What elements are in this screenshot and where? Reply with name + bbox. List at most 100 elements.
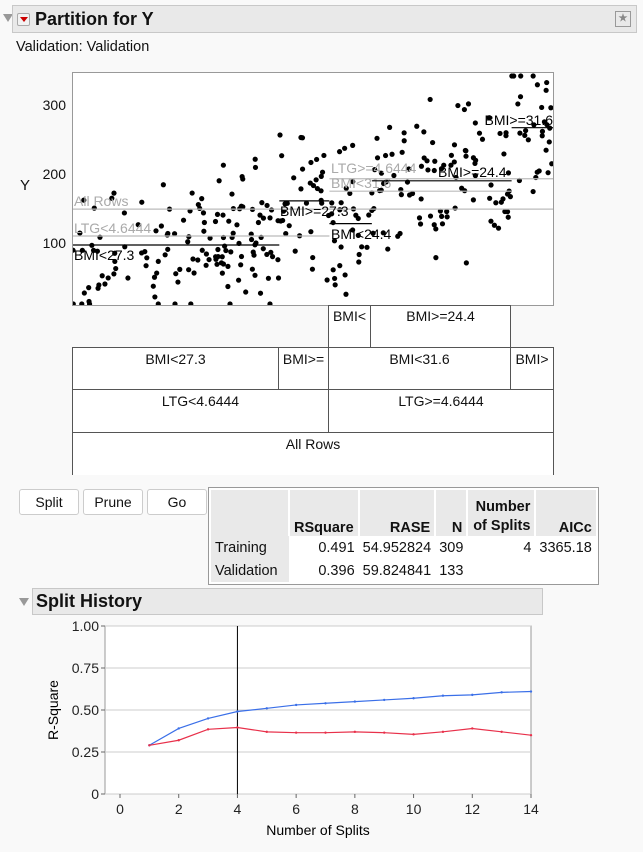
data-point bbox=[152, 294, 158, 300]
prune-button[interactable]: Prune bbox=[83, 489, 143, 515]
node-ltg-ge[interactable]: LTG>=4.6444 bbox=[328, 389, 554, 433]
data-point bbox=[401, 130, 407, 136]
report-collapse-icon[interactable] bbox=[3, 14, 13, 22]
data-point bbox=[94, 248, 101, 254]
data-point bbox=[364, 244, 370, 250]
node-bmi-lt-31[interactable]: BMI<31.6 bbox=[328, 347, 511, 390]
node-bmi-ge-24[interactable]: BMI>=24.4 bbox=[370, 305, 511, 348]
col-rase: RASE bbox=[358, 490, 437, 536]
data-point bbox=[493, 200, 499, 206]
data-point bbox=[343, 185, 349, 191]
data-point bbox=[545, 170, 551, 176]
data-point bbox=[214, 211, 221, 218]
data-point bbox=[433, 226, 439, 232]
data-point bbox=[463, 153, 469, 159]
data-point bbox=[121, 210, 127, 216]
report-title: Partition for Y bbox=[35, 8, 154, 29]
data-point bbox=[378, 170, 385, 176]
data-point bbox=[531, 122, 537, 128]
data-point bbox=[382, 152, 389, 159]
data-point bbox=[225, 263, 231, 269]
data-point bbox=[307, 180, 313, 186]
data-point bbox=[463, 148, 469, 154]
data-point bbox=[81, 197, 87, 203]
data-point bbox=[203, 262, 209, 268]
data-point bbox=[308, 229, 314, 235]
data-point bbox=[162, 252, 168, 258]
data-point bbox=[195, 257, 201, 263]
data-point bbox=[286, 223, 292, 229]
data-point bbox=[313, 177, 319, 183]
node-label: BMI<27.3 bbox=[74, 247, 135, 263]
go-button[interactable]: Go bbox=[147, 489, 207, 515]
data-point bbox=[199, 196, 205, 202]
data-point bbox=[207, 235, 213, 241]
red-triangle-menu-icon[interactable] bbox=[17, 12, 30, 26]
node-label: BMI>=24.4 bbox=[438, 164, 507, 180]
data-point bbox=[350, 179, 356, 185]
data-point bbox=[185, 239, 191, 245]
data-point bbox=[298, 186, 304, 192]
data-point bbox=[226, 218, 232, 224]
data-point bbox=[372, 167, 378, 173]
node-bmi-ge-27[interactable]: BMI>= bbox=[278, 347, 329, 390]
row-label: Training bbox=[211, 536, 289, 559]
data-point bbox=[186, 234, 192, 240]
node-ltg-lt[interactable]: LTG<4.6444 bbox=[72, 389, 329, 433]
data-point bbox=[406, 166, 412, 172]
data-point bbox=[338, 200, 344, 206]
data-point bbox=[497, 130, 503, 137]
data-point bbox=[102, 281, 108, 287]
data-point bbox=[99, 273, 105, 279]
table-row: Validation 0.396 59.824841 133 bbox=[211, 559, 596, 582]
node-all-rows[interactable]: All Rows bbox=[72, 432, 554, 475]
data-point bbox=[451, 142, 458, 148]
cell: 309 bbox=[439, 539, 464, 556]
split-history-collapse-icon[interactable] bbox=[19, 598, 29, 606]
data-point bbox=[342, 272, 348, 278]
data-point bbox=[503, 133, 509, 139]
data-point bbox=[189, 190, 195, 196]
data-point bbox=[544, 122, 550, 128]
data-point bbox=[330, 267, 336, 273]
data-point bbox=[155, 301, 161, 305]
data-point bbox=[370, 230, 376, 236]
data-point bbox=[79, 247, 85, 253]
series-point bbox=[324, 702, 327, 705]
node-bmi-ge-31[interactable]: BMI> bbox=[510, 347, 554, 390]
data-point bbox=[201, 228, 207, 234]
data-point bbox=[427, 96, 433, 103]
data-point bbox=[401, 138, 407, 144]
data-point bbox=[259, 199, 265, 206]
node-bmi-lt-24[interactable]: BMI< bbox=[328, 305, 371, 348]
data-point bbox=[470, 197, 476, 203]
data-point bbox=[421, 129, 427, 135]
data-point bbox=[275, 275, 282, 281]
split-button[interactable]: Split bbox=[19, 489, 79, 515]
cell: 0.491 bbox=[318, 539, 355, 556]
series-point bbox=[236, 710, 239, 713]
series-point bbox=[294, 731, 298, 734]
data-point bbox=[222, 243, 228, 249]
data-point bbox=[544, 79, 550, 86]
data-point bbox=[225, 283, 231, 290]
data-point bbox=[191, 270, 197, 276]
data-point bbox=[329, 200, 335, 206]
data-point bbox=[505, 214, 511, 220]
data-point bbox=[73, 247, 76, 253]
pin-icon[interactable]: ★ bbox=[615, 11, 631, 27]
y-tick-label: 300 bbox=[42, 97, 66, 113]
cell: 4 bbox=[523, 539, 532, 556]
series-point bbox=[500, 691, 503, 694]
data-point bbox=[425, 167, 431, 173]
cell: 3365.18 bbox=[539, 539, 592, 556]
data-point bbox=[299, 166, 306, 172]
data-point bbox=[314, 156, 320, 163]
data-point bbox=[158, 223, 164, 229]
y-tick-label: 0.25 bbox=[72, 744, 99, 760]
data-point bbox=[268, 207, 275, 213]
node-bmi-lt-27[interactable]: BMI<27.3 bbox=[72, 347, 279, 390]
data-point bbox=[112, 250, 118, 256]
data-point bbox=[248, 231, 254, 237]
data-point bbox=[439, 213, 445, 219]
